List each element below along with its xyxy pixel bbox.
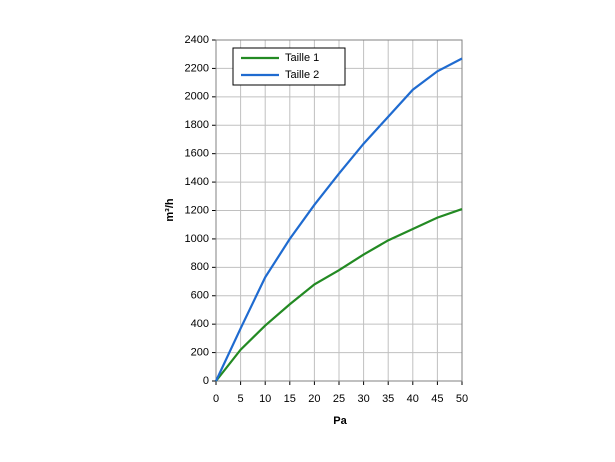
x-axis-label: Pa (333, 415, 347, 427)
y-axis-label: m³/h (164, 198, 176, 222)
legend-box (232, 47, 346, 86)
y-tick-label: 0 (203, 375, 209, 387)
legend-label: Taille 2 (285, 69, 319, 81)
y-tick-label: 1200 (185, 204, 209, 216)
x-tick-label: 30 (357, 393, 369, 405)
y-tick-label: 2400 (185, 34, 209, 46)
x-tick-label: 15 (284, 393, 296, 405)
x-tick-label: 45 (431, 393, 443, 405)
y-tick-label: 1000 (185, 233, 209, 245)
y-tick-label: 1800 (185, 119, 209, 131)
data-line (215, 57, 463, 382)
y-tick-label: 1600 (185, 148, 209, 160)
y-tick-label: 800 (191, 261, 209, 273)
x-tick-label: 50 (456, 393, 468, 405)
y-tick-label: 200 (191, 346, 209, 358)
y-tick-label: 600 (191, 290, 209, 302)
legend-label: Taille 1 (285, 52, 319, 64)
x-tick-label: 0 (213, 393, 219, 405)
x-tick-label: 20 (308, 393, 320, 405)
y-tick-label: 1400 (185, 176, 209, 188)
data-line (215, 208, 463, 382)
x-tick-label: 10 (259, 393, 271, 405)
x-tick-label: 40 (407, 393, 419, 405)
y-tick-label: 2000 (185, 91, 209, 103)
x-tick-label: 35 (382, 393, 394, 405)
x-tick-label: 5 (238, 393, 244, 405)
x-tick-label: 25 (333, 393, 345, 405)
y-tick-label: 400 (191, 318, 209, 330)
y-tick-label: 2200 (185, 62, 209, 74)
plot-border (215, 39, 463, 382)
